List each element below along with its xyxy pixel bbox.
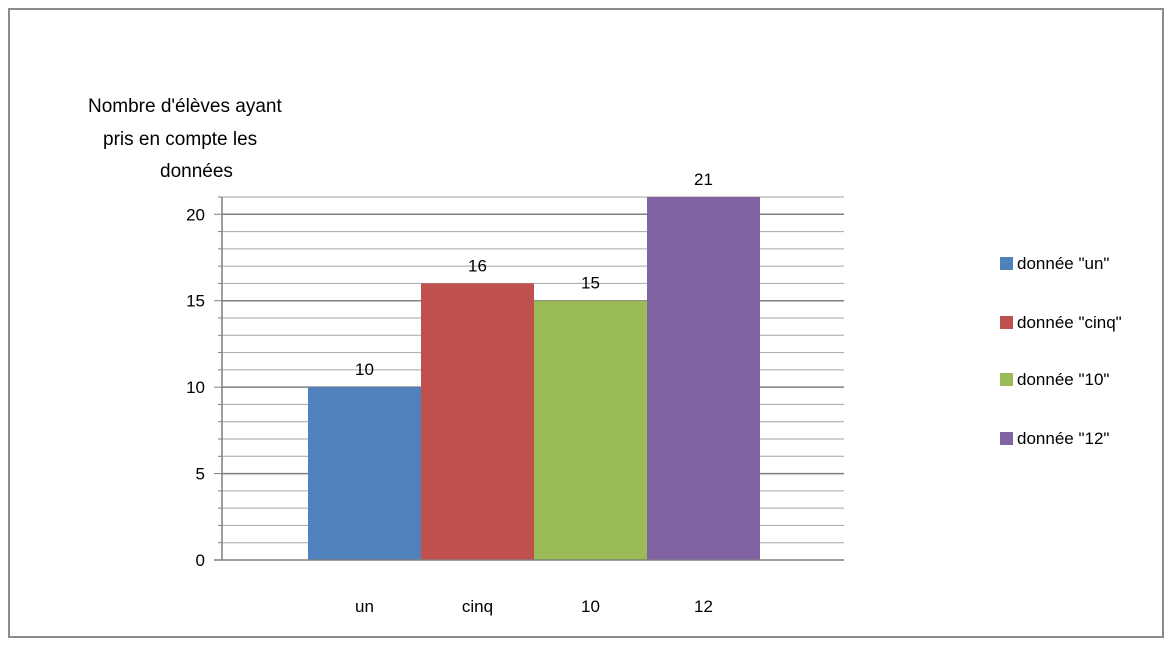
legend-swatch-cinq bbox=[1000, 316, 1013, 329]
y-axis-title-line-2: pris en compte les bbox=[103, 129, 258, 150]
x-tick-label-12: 12 bbox=[694, 597, 713, 616]
legend-label-10: donnée "10" bbox=[1017, 370, 1110, 389]
x-tick-label-un: un bbox=[355, 597, 374, 616]
legend-item-cinq: donnée "cinq" bbox=[1000, 313, 1122, 333]
bar-10 bbox=[534, 300, 647, 560]
bar-un bbox=[308, 387, 421, 560]
y-tick-label-15: 15 bbox=[186, 292, 205, 311]
data-label-12: 21 bbox=[694, 170, 713, 189]
legend-swatch-12 bbox=[1000, 432, 1013, 445]
legend-label-un: donnée "un" bbox=[1017, 254, 1110, 273]
data-label-cinq: 16 bbox=[468, 256, 487, 275]
y-axis-title-line-1: Nombre d'élèves ayant bbox=[88, 96, 282, 117]
y-tick-label-20: 20 bbox=[186, 205, 205, 224]
legend-item-un: donnée "un" bbox=[1000, 254, 1109, 274]
bar-12 bbox=[647, 197, 760, 560]
legend-label-12: donnée "12" bbox=[1017, 429, 1110, 448]
y-tick-label-10: 10 bbox=[186, 378, 205, 397]
legend-swatch-un bbox=[1000, 257, 1013, 270]
y-tick-label-0: 0 bbox=[196, 551, 205, 570]
bar-cinq bbox=[421, 283, 534, 560]
legend-label-cinq: donnée "cinq" bbox=[1017, 313, 1122, 332]
data-label-un: 10 bbox=[355, 360, 374, 379]
data-label-10: 15 bbox=[581, 274, 600, 293]
y-axis-title-line-3: données bbox=[160, 161, 233, 182]
legend-item-12: donnée "12" bbox=[1000, 429, 1109, 449]
x-tick-label-10: 10 bbox=[581, 597, 600, 616]
y-tick-label-5: 5 bbox=[196, 465, 205, 484]
legend-item-10: donnée "10" bbox=[1000, 370, 1109, 390]
x-tick-label-cinq: cinq bbox=[462, 597, 493, 616]
legend-swatch-10 bbox=[1000, 373, 1013, 386]
